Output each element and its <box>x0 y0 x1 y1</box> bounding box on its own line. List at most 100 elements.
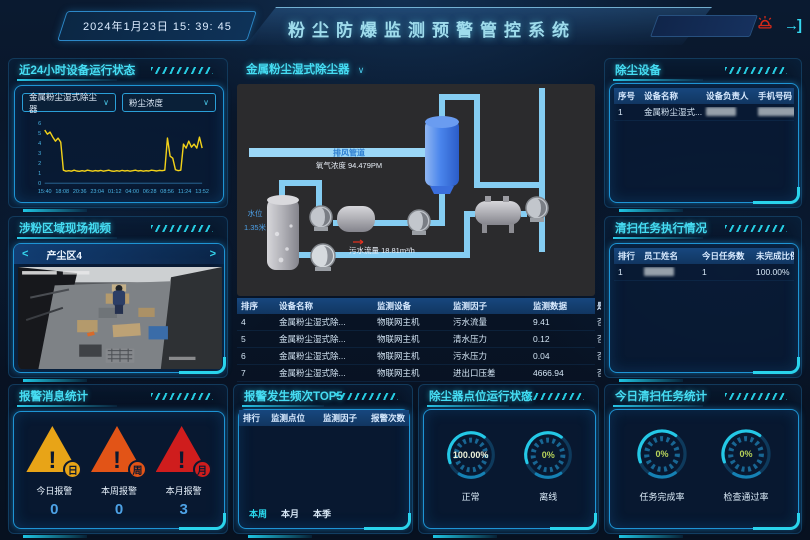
scada-title[interactable]: 金属粉尘湿式除尘器 ∨ <box>246 64 365 76</box>
sewage-flow-label: 污水流量 18.81m³/h <box>349 245 415 255</box>
gauge-normal: 100.00% 正常 <box>440 424 502 503</box>
alarm-panel-title: 报警消息统计 <box>19 391 88 403</box>
column-header: 设备名称 <box>644 91 679 101</box>
tab-month[interactable]: 本月 <box>281 509 300 519</box>
warning-icon: ! <box>177 447 186 475</box>
svg-text:18:08: 18:08 <box>55 189 69 195</box>
hatch-decoration <box>725 393 787 400</box>
svg-text:08:56: 08:56 <box>160 189 174 195</box>
hatch-decoration <box>336 393 398 400</box>
devices-panel-title: 除尘设备 <box>615 65 661 77</box>
redacted-text <box>644 266 674 276</box>
camera-bar: < 产尘区4 > <box>14 244 224 264</box>
today-alarm-count: 0 <box>50 501 59 518</box>
svg-text:11:24: 11:24 <box>178 189 191 195</box>
column-header: 是否报警 <box>593 300 601 312</box>
warning-icon: ! <box>112 447 121 475</box>
svg-text:23:04: 23:04 <box>90 189 104 195</box>
tab-quarter[interactable]: 本季 <box>313 509 332 519</box>
status-chart-card: 金属粉尘湿式除尘器 ∨ 粉尘浓度 ∨ 0 1 2 3 4 5 6 15:40 18:08 20:3… <box>14 85 224 203</box>
top5-title: 报警发生频次TOP5 <box>244 391 343 403</box>
svg-text:4: 4 <box>38 141 41 147</box>
pump-icon <box>525 196 549 222</box>
pump-icon <box>310 243 336 271</box>
tasks-table-body: 1 1 100.00% <box>614 264 794 281</box>
today-panel-title: 今日清扫任务统计 <box>615 391 707 403</box>
table-row[interactable]: 1 金属粉尘湿式... <box>614 104 794 121</box>
table-row[interactable]: 1 1 100.00% <box>614 264 794 281</box>
pump-icon <box>407 209 431 235</box>
exit-icon[interactable]: →] <box>784 17 802 34</box>
header-band <box>246 7 712 45</box>
tasks-panel-title: 清扫任务执行情况 <box>615 223 707 235</box>
column-header: 未完成比例 <box>756 251 794 261</box>
duct-label: 排风管道 <box>333 148 365 158</box>
hatch-decoration <box>151 225 213 232</box>
datetime-text: 2024年1月23日 15: 39: 45 <box>82 21 232 33</box>
metric-select[interactable]: 粉尘浓度 ∨ <box>122 93 216 112</box>
warning-icon: ! <box>48 447 57 475</box>
prev-camera-icon[interactable]: < <box>22 248 29 260</box>
column-header: 排序 <box>241 301 259 311</box>
water-level-label: 水位 <box>248 208 263 218</box>
gauge-check-pass: 0% 检查通过率 <box>714 422 778 503</box>
devices-table-header: 序号 设备名称 设备负责人 手机号码 <box>614 88 794 104</box>
redacted-text <box>706 106 736 116</box>
hatch-decoration <box>522 393 584 400</box>
panel-24h-status: 近24小时设备运行状态 金属粉尘湿式除尘器 ∨ 粉尘浓度 ∨ 0 1 2 3 4 5 6 15… <box>8 58 228 212</box>
panel-alarm-top5: 报警发生频次TOP5 排行 监测点位 监测因子 报警次数 本周 本月 本季 <box>233 384 413 538</box>
svg-text:04:00: 04:00 <box>125 189 139 195</box>
water-level-value: 1.35米 <box>244 222 267 232</box>
chevron-down-icon: ∨ <box>357 65 365 75</box>
tab-week[interactable]: 本周 <box>249 509 268 519</box>
column-header: 监测因子 <box>323 413 358 423</box>
monitor-table-header: 排序 设备名称 监测设备 监测因子 监测数据 是否报警 <box>237 298 601 314</box>
device-select[interactable]: 金属粉尘湿式除尘器 ∨ <box>22 92 116 114</box>
alarm-item-day: ! 日 今日报警 0 <box>23 426 85 518</box>
svg-text:01:12: 01:12 <box>108 189 122 195</box>
chevron-down-icon: ∨ <box>103 98 109 107</box>
week-alarm-count: 0 <box>114 501 124 518</box>
svg-text:6: 6 <box>38 121 41 127</box>
column-header: 今日任务数 <box>702 251 745 261</box>
month-alarm-count: 3 <box>179 501 188 518</box>
column-header: 员工姓名 <box>644 251 679 261</box>
chevron-down-icon: ∨ <box>203 98 209 107</box>
svg-text:15:40: 15:40 <box>38 189 52 195</box>
column-header: 设备名称 <box>279 301 314 311</box>
siren-icon[interactable] <box>756 15 774 36</box>
panel-dust-area-video: 涉粉区域现场视频 < 产尘区4 > <box>8 216 228 382</box>
panel-today-clean-stats: 今日清扫任务统计 0% 任务完成率 0% 检查通过率 <box>604 384 802 538</box>
svg-text:06:28: 06:28 <box>143 189 157 195</box>
gauge-task-complete: 0% 任务完成率 <box>630 422 694 503</box>
point-status-title: 除尘器点位运行状态 <box>429 391 533 403</box>
month-badge: 月 <box>192 460 212 479</box>
camera-label: 产尘区4 <box>46 250 82 262</box>
video-card: < 产尘区4 > <box>13 243 226 374</box>
scada-diagram: 排风管道 氧气浓度 94.479PM 水位 1.35米 <box>237 84 595 296</box>
day-badge: 日 <box>63 460 83 479</box>
next-camera-icon[interactable]: > <box>209 248 216 260</box>
hatch-decoration <box>725 225 787 232</box>
today-stats-card: 0% 任务完成率 0% 检查通过率 <box>609 409 800 530</box>
column-header: 监测数据 <box>533 301 568 311</box>
panel-dust-devices: 除尘设备 序号 设备名称 设备负责人 手机号码 1 金属粉尘湿式... <box>604 58 802 212</box>
cctv-still[interactable] <box>18 266 222 370</box>
pump-icon <box>309 205 333 231</box>
svg-text:13:52: 13:52 <box>195 189 209 195</box>
oxygen-label: 氧气浓度 94.479PM <box>316 160 382 170</box>
page-title: 粉尘防爆监测预警管控系统 <box>288 21 576 40</box>
week-badge: 周 <box>127 460 147 479</box>
column-header: 手机号码 <box>758 91 793 101</box>
panel-24h-status-title: 近24小时设备运行状态 <box>19 65 136 77</box>
trend-line-chart: 0 1 2 3 4 5 6 15:40 18:08 20:36 23:04 01:12 04:00 06:… <box>38 121 209 195</box>
devices-table-body: 1 金属粉尘湿式... <box>614 104 794 121</box>
